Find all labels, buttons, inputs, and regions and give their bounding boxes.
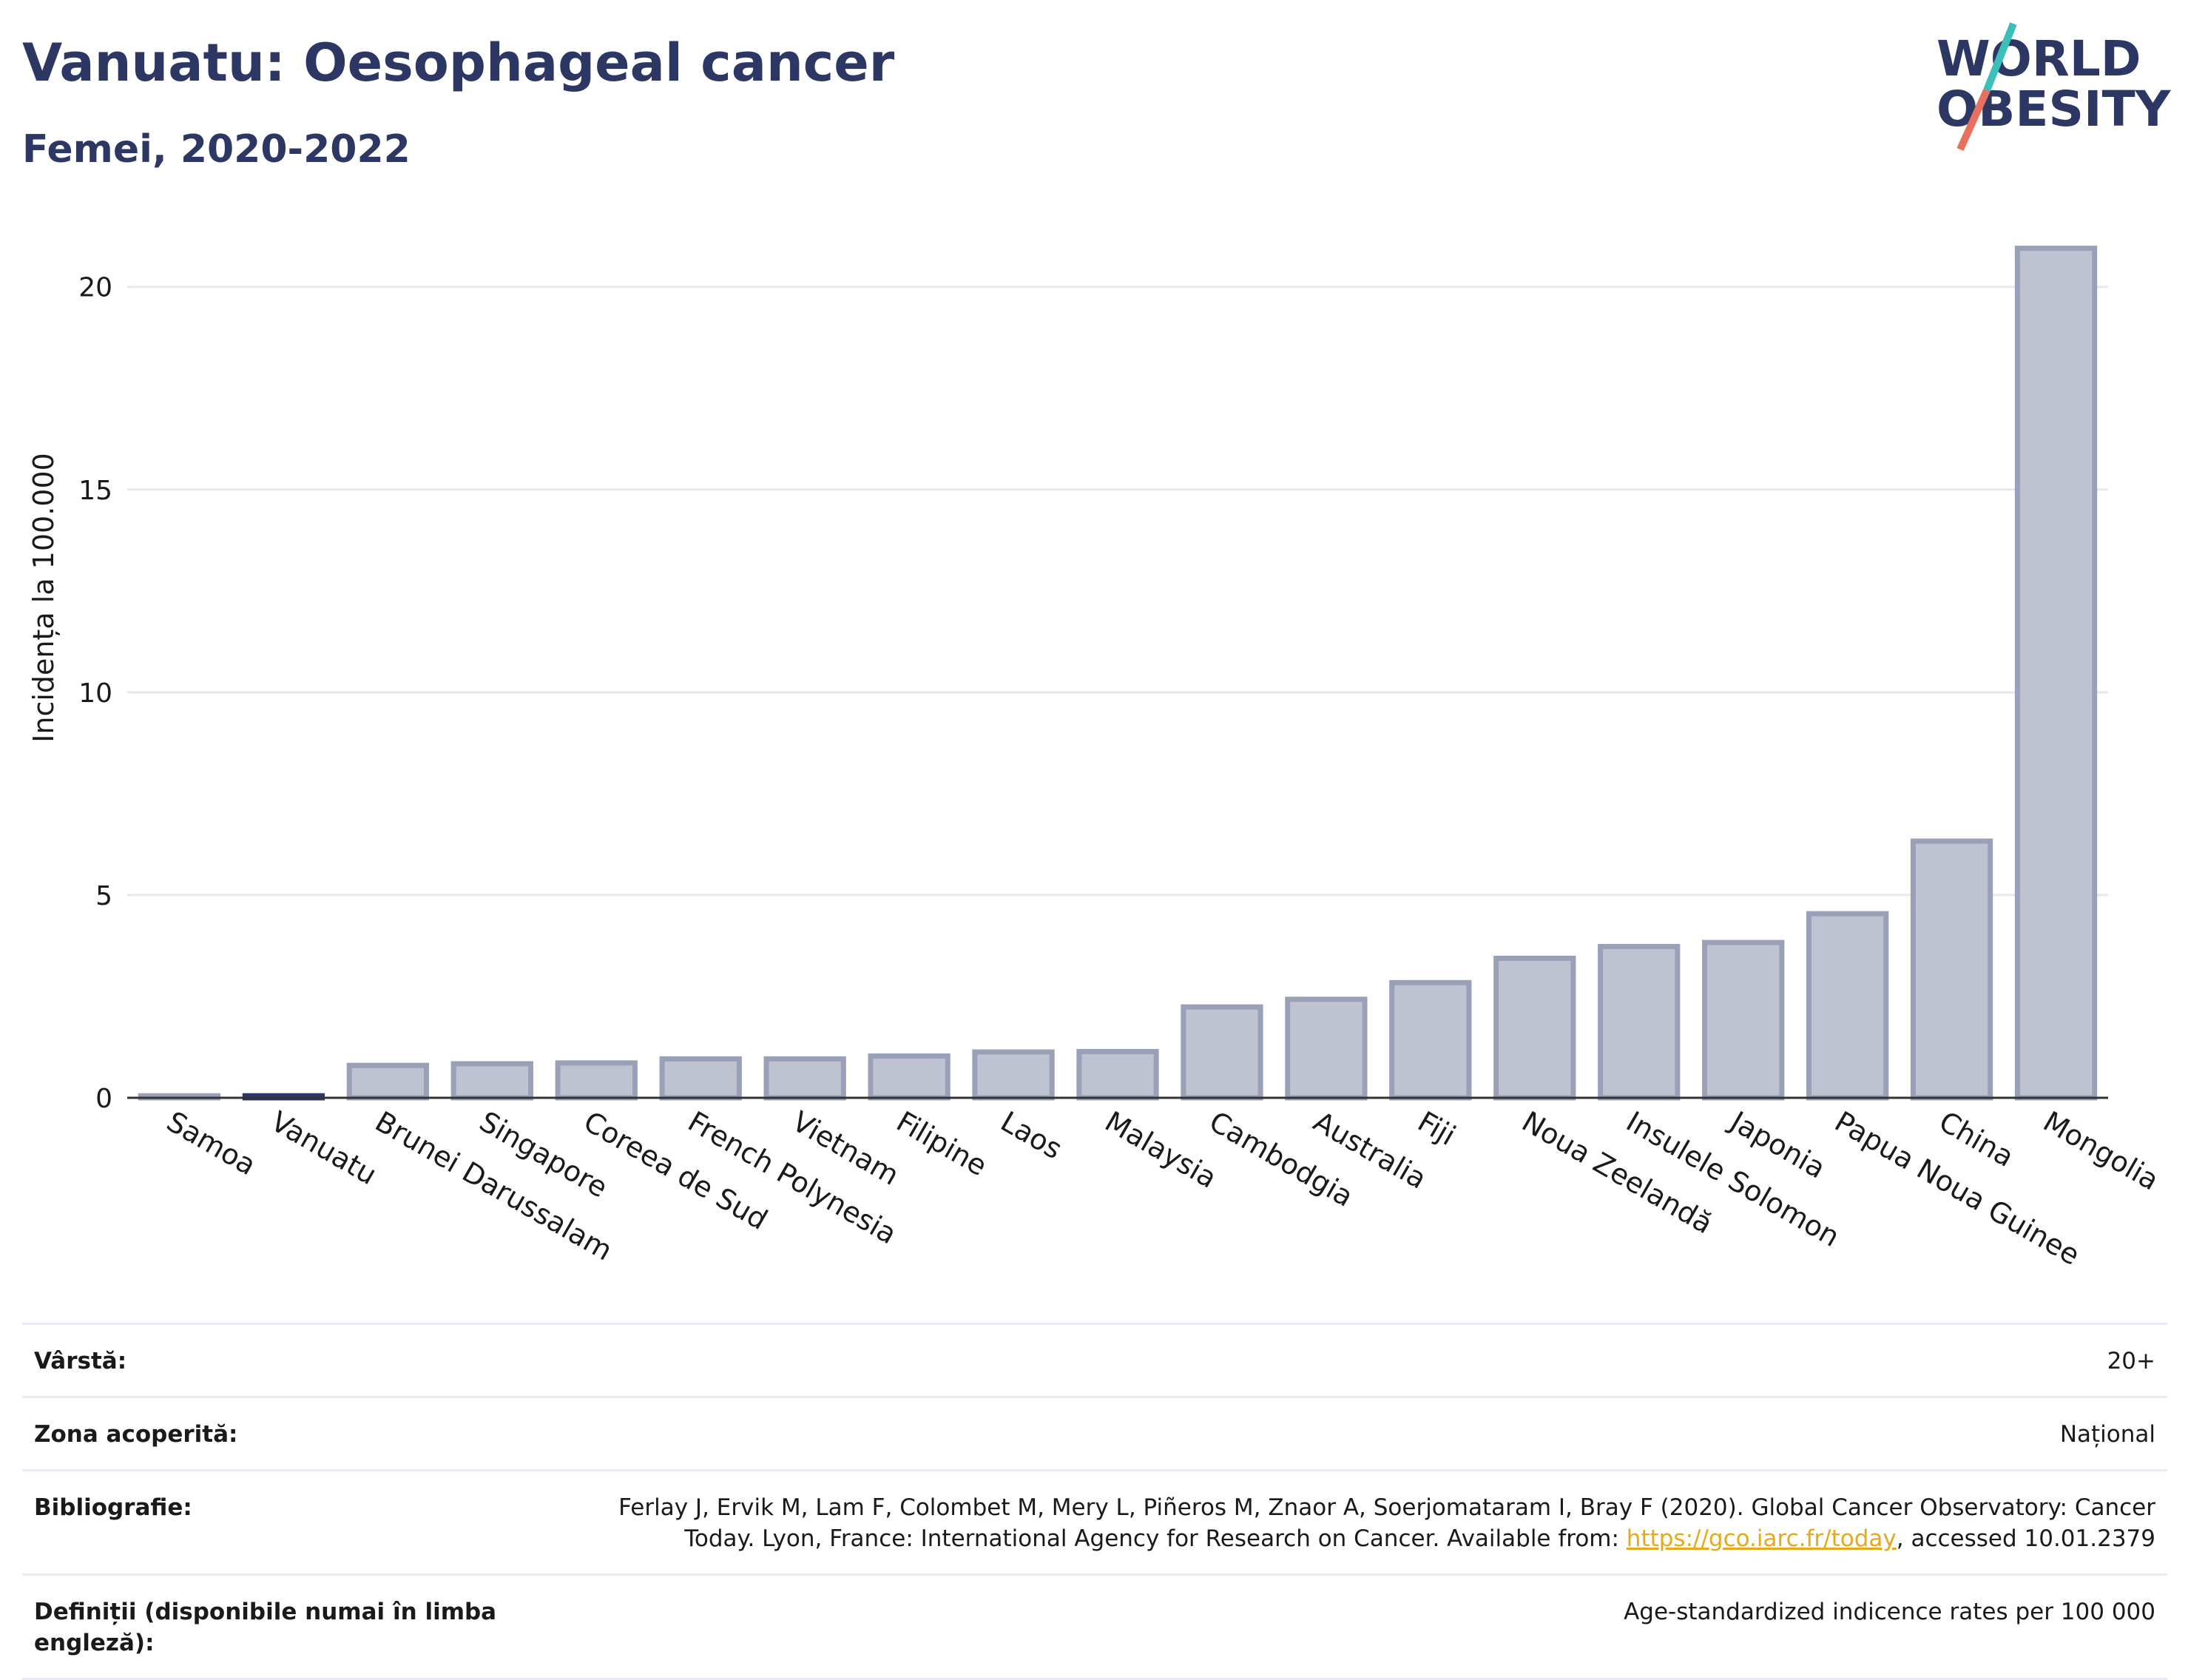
bar	[346, 1062, 430, 1101]
chart-subtitle: Femei, 2020-2022	[22, 127, 411, 172]
bar	[868, 1053, 951, 1101]
x-tick-label: Laos	[996, 1105, 1068, 1166]
x-tick-label: Noua Zeelandă	[1516, 1105, 1718, 1241]
info-table: Vârstă: 20+ Zona acoperită: Național Bib…	[22, 1323, 2167, 1680]
bar	[1493, 955, 1576, 1101]
x-tick-label: Filipine	[891, 1105, 993, 1183]
y-tick-label: 10	[78, 678, 112, 709]
bar	[1910, 838, 1993, 1101]
y-tick-label: 5	[95, 881, 112, 911]
bar	[1702, 939, 1785, 1101]
x-tick-label: Vanuatu	[266, 1105, 382, 1191]
bars	[138, 246, 2098, 1101]
info-row-age: Vârstă: 20+	[22, 1323, 2167, 1396]
logo-slash-bottom	[1956, 88, 1991, 152]
bar	[1389, 979, 1472, 1101]
info-label-coverage: Zona acoperită:	[34, 1421, 238, 1448]
chart-title: Vanuatu: Oesophageal cancer	[22, 33, 895, 93]
info-label-age: Vârstă:	[34, 1348, 127, 1374]
y-axis-label: Incidența la 100.000	[27, 453, 60, 743]
bar	[1285, 996, 1368, 1101]
x-tick-label: Coreea de Sud	[578, 1105, 773, 1236]
info-value-age: 20+	[2107, 1348, 2155, 1374]
bibliography-accessed: , accessed 10.01.2379	[1896, 1525, 2155, 1552]
bar	[763, 1056, 846, 1101]
info-value-bibliography: Ferlay J, Ervik M, Lam F, Colombet M, Me…	[543, 1492, 2155, 1554]
x-tick-label: Fiji	[1412, 1105, 1461, 1152]
info-row-bibliography: Bibliografie: Ferlay J, Ervik M, Lam F, …	[22, 1469, 2167, 1573]
info-value-definitions: Age-standardized indicence rates per 100…	[1624, 1599, 2155, 1625]
bar	[972, 1049, 1055, 1101]
bibliography-link[interactable]: https://gco.iarc.fr/today	[1626, 1525, 1897, 1552]
info-value-coverage: Național	[2059, 1421, 2155, 1448]
info-row-coverage: Zona acoperită: Național	[22, 1396, 2167, 1469]
info-label-bibliography: Bibliografie:	[34, 1494, 192, 1521]
bar	[659, 1056, 742, 1101]
x-tick-label: Samoa	[161, 1105, 261, 1182]
info-row-definitions: Definiții (disponibile numai în limba en…	[22, 1573, 2167, 1680]
bar	[555, 1060, 638, 1101]
bibliography-text: Ferlay J, Ervik M, Lam F, Colombet M, Me…	[618, 1494, 2155, 1552]
logo-slash-top	[1983, 22, 2017, 92]
y-tick-label: 15	[78, 476, 112, 506]
grid-lines	[127, 286, 2108, 897]
bar	[450, 1061, 533, 1101]
y-tick-label: 0	[95, 1084, 112, 1114]
bar	[1181, 1004, 1263, 1101]
bar	[1806, 911, 1889, 1101]
info-label-definitions: Definiții (disponibile numai în limba en…	[34, 1599, 497, 1656]
x-tick-label: Malaysia	[1100, 1105, 1223, 1195]
bar	[1598, 944, 1681, 1101]
bar	[2014, 246, 2098, 1101]
y-tick-labels: 0 5 10 15 20	[78, 273, 112, 1114]
x-tick-label: Mongolia	[2038, 1105, 2164, 1197]
bar	[1076, 1049, 1159, 1101]
y-tick-label: 20	[78, 273, 112, 303]
world-obesity-logo: WORLD OBESITY	[1937, 22, 2172, 152]
logo-text-world: WORLD	[1937, 30, 2141, 87]
